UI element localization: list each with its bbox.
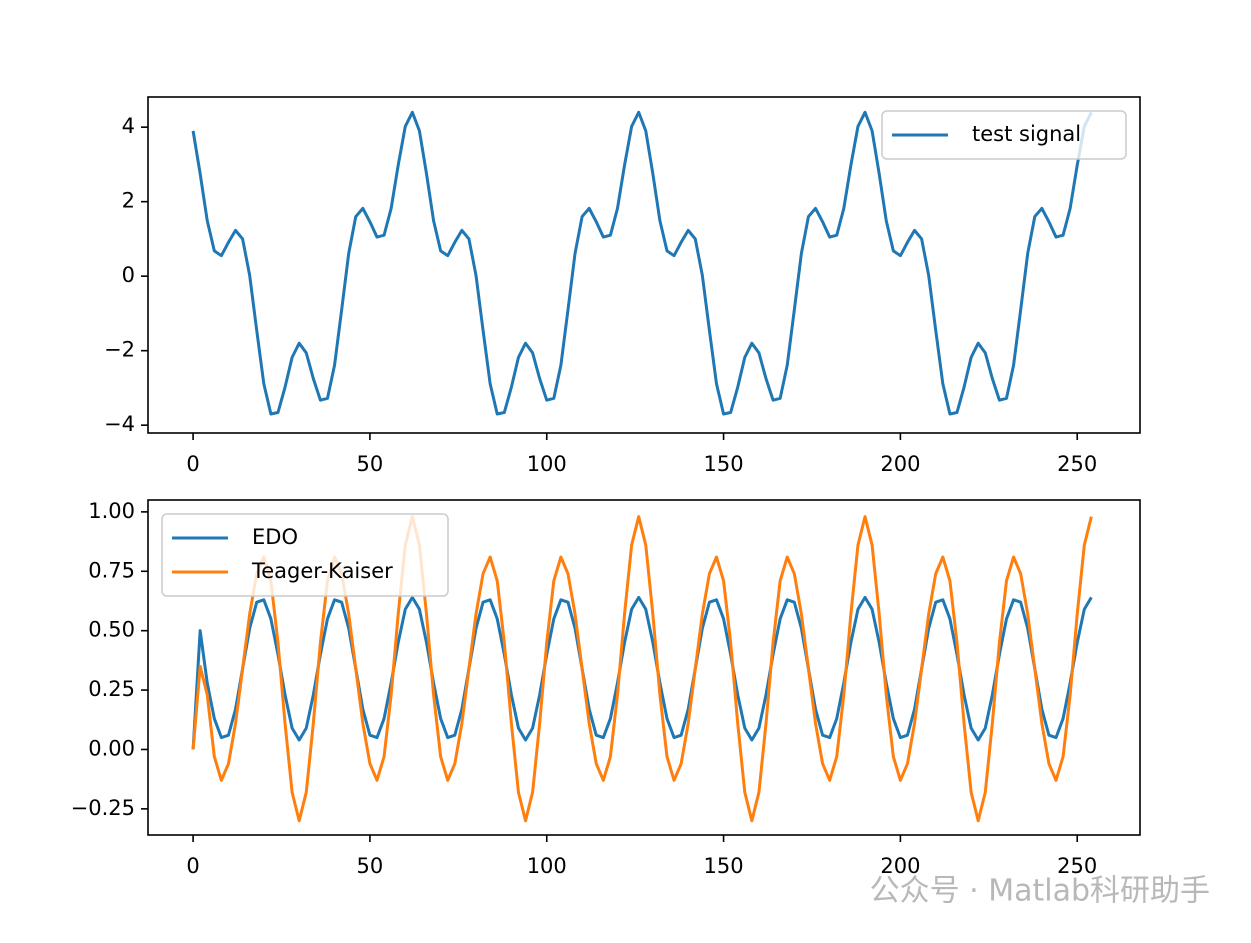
- legend-label: Teager-Kaiser: [251, 559, 393, 583]
- legend-label: test signal: [972, 122, 1081, 146]
- y-tick-label: 2: [122, 189, 135, 213]
- legend-box: [881, 110, 1127, 160]
- y-tick-label: 0.00: [88, 736, 135, 760]
- y-tick-label: −0.25: [71, 796, 135, 820]
- y-tick-label: 0.25: [88, 677, 135, 701]
- watermark: 公众号 · Matlab科研助手: [870, 874, 1210, 909]
- line-series: [191, 110, 1093, 416]
- x-tick-label: 0: [186, 854, 199, 878]
- y-tick-label: 0.75: [88, 558, 135, 582]
- y-tick-label: −4: [104, 412, 135, 436]
- x-tick-label: 250: [1057, 452, 1097, 476]
- y-tick-label: 0: [122, 263, 135, 287]
- axes-frame: [147, 499, 1141, 836]
- line-series: [191, 595, 1093, 750]
- x-tick-label: 250: [1057, 854, 1097, 878]
- legend-label: EDO: [252, 525, 298, 549]
- x-tick-label: 150: [704, 452, 744, 476]
- x-tick-label: 100: [527, 854, 567, 878]
- x-tick-label: 150: [704, 854, 744, 878]
- y-tick-label: 0.50: [88, 618, 135, 642]
- plot-area: [191, 110, 1093, 416]
- x-tick-label: 50: [357, 854, 384, 878]
- y-tick-label: 4: [122, 114, 135, 138]
- y-tick-label: 1.00: [88, 499, 135, 523]
- legend-box: [161, 513, 449, 597]
- x-tick-label: 200: [880, 854, 920, 878]
- axes-frame: [147, 96, 1141, 434]
- x-tick-label: 0: [186, 452, 199, 476]
- y-tick-label: −2: [104, 338, 135, 362]
- x-tick-label: 50: [357, 452, 384, 476]
- x-tick-label: 100: [527, 452, 567, 476]
- x-tick-label: 200: [880, 452, 920, 476]
